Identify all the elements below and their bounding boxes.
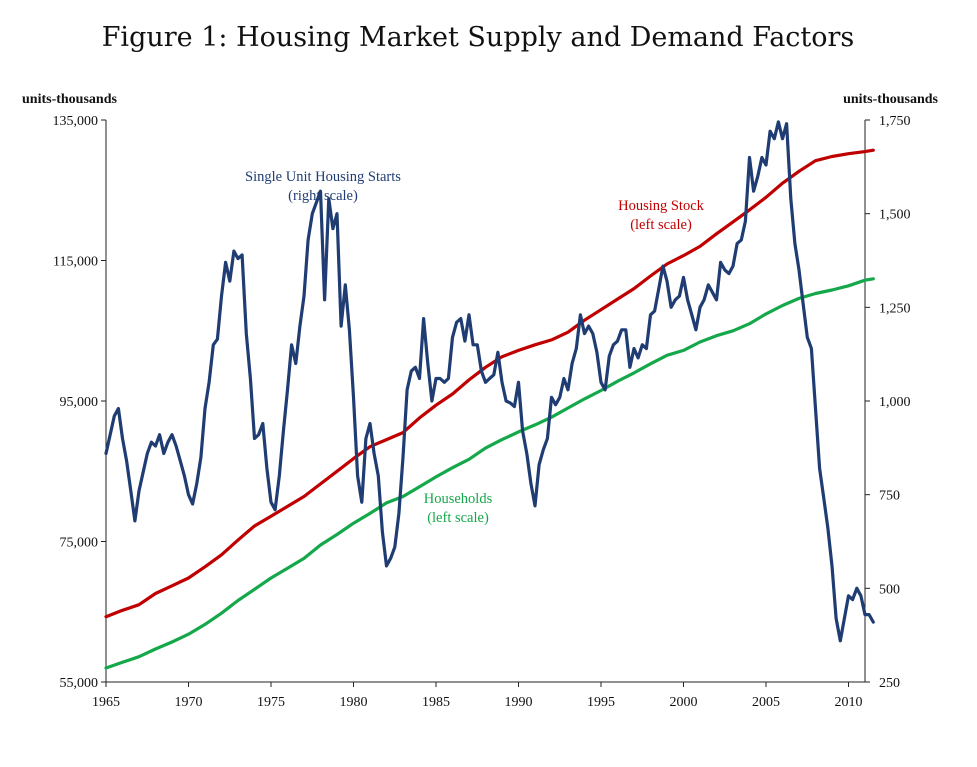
right-tick-label: 750: [879, 489, 900, 504]
annotation-line: Housing Stock: [618, 198, 705, 214]
right-axis-ticks: 250 500 750 1,000 1,250 1,500 1,750: [865, 114, 911, 691]
x-tick-label: 1970: [175, 695, 203, 710]
x-tick-label: 2005: [752, 695, 780, 710]
left-axis-ticks: 55,000 75,000 95,000 115,000 135,000: [53, 114, 106, 691]
x-tick-label: 1975: [257, 695, 285, 710]
x-tick-label: 1980: [340, 695, 368, 710]
annotation-line: Single Unit Housing Starts: [245, 169, 401, 185]
housing-starts-line: [104, 120, 875, 643]
x-axis-ticks: 1965 1970 1975 1980 1985 1990 1995 2000 2005 2010: [92, 682, 863, 710]
households-annotation: Households (left scale): [424, 491, 493, 526]
chart-title: Figure 1: Housing Market Supply and Dema…: [102, 22, 855, 53]
right-tick-label: 500: [879, 582, 900, 597]
right-tick-label: 1,250: [879, 301, 911, 316]
left-axis-unit-label: units-thousands: [22, 92, 117, 107]
x-tick-label: 1990: [505, 695, 533, 710]
left-tick-label: 55,000: [60, 676, 99, 691]
series-layer: [104, 120, 875, 670]
right-tick-label: 1,000: [879, 395, 911, 410]
housing-stock-line: [104, 148, 875, 619]
x-tick-label: 2000: [670, 695, 698, 710]
x-tick-label: 1985: [422, 695, 450, 710]
left-tick-label: 115,000: [53, 255, 98, 270]
right-tick-label: 250: [879, 676, 900, 691]
left-tick-label: 135,000: [53, 114, 99, 129]
right-tick-label: 1,750: [879, 114, 911, 129]
x-tick-label: 1995: [587, 695, 615, 710]
right-axis-unit-label: units-thousands: [843, 92, 938, 107]
x-tick-label: 1965: [92, 695, 120, 710]
left-tick-label: 75,000: [60, 536, 99, 551]
left-tick-label: 95,000: [60, 395, 99, 410]
housing-stock-annotation: Housing Stock (left scale): [618, 198, 705, 233]
housing-starts-annotation: Single Unit Housing Starts (right scale): [245, 169, 401, 204]
annotation-line: (right scale): [288, 188, 358, 204]
annotation-line: Households: [424, 491, 493, 507]
annotation-layer: Single Unit Housing Starts (right scale) H…: [245, 169, 705, 526]
annotation-line: (left scale): [630, 217, 692, 233]
households-line: [104, 277, 875, 670]
x-tick-label: 2010: [835, 695, 863, 710]
plot-area: [105, 120, 866, 683]
annotation-line: (left scale): [427, 510, 489, 526]
right-tick-label: 1,500: [879, 208, 911, 223]
